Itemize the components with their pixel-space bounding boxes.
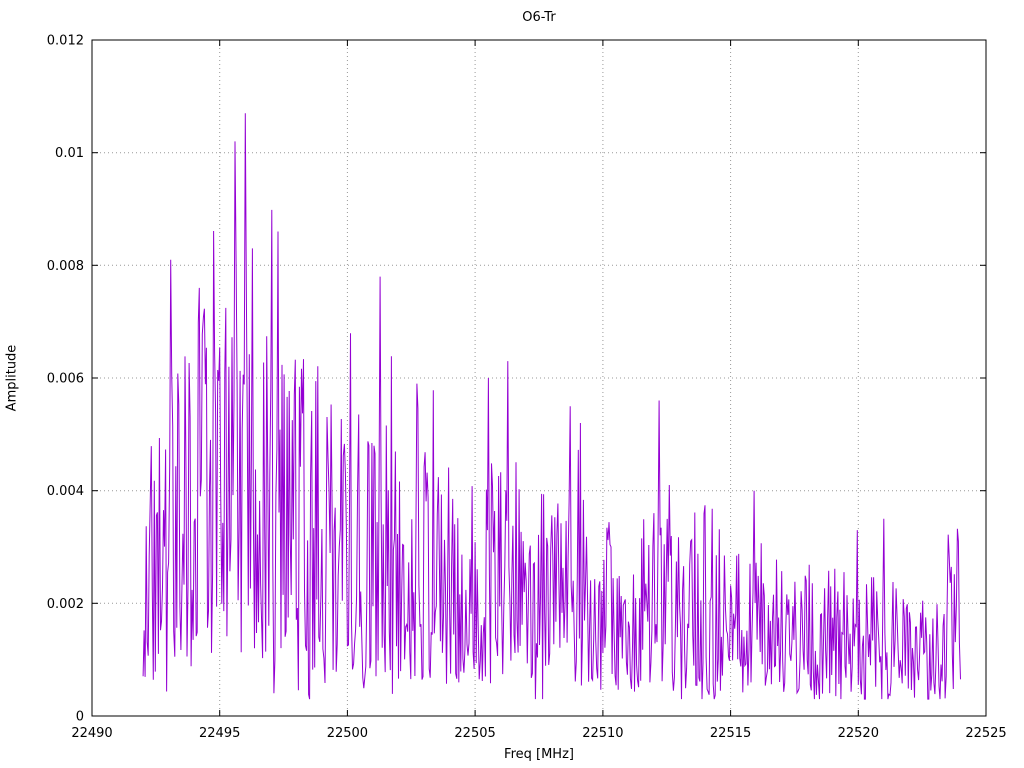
- y-tick-label: 0.012: [47, 34, 84, 49]
- y-tick-label: 0: [76, 710, 84, 725]
- x-tick-label: 22520: [838, 726, 879, 741]
- tick-marks: [91, 39, 987, 717]
- x-tick-label: 22525: [965, 726, 1006, 741]
- x-tick-label: 22515: [710, 726, 751, 741]
- y-tick-label: 0.006: [47, 372, 84, 387]
- y-axis-label: Amplitude: [4, 344, 20, 412]
- x-tick-label: 22490: [71, 726, 112, 741]
- chart-title: O6-Tr: [522, 10, 556, 25]
- x-tick-label: 22505: [454, 726, 495, 741]
- x-tick-label: 22510: [582, 726, 623, 741]
- series-line: [142, 113, 961, 700]
- x-tick-label: 22495: [199, 726, 240, 741]
- y-tick-label: 0.002: [47, 597, 84, 612]
- y-tick-label: 0.004: [47, 484, 84, 499]
- x-axis-label: Freq [MHz]: [504, 747, 574, 762]
- y-tick-label: 0.01: [55, 146, 84, 161]
- x-tick-label: 22500: [327, 726, 368, 741]
- tick-labels: 22490 22495 22500 22505 22510 22515 22520 22525…: [47, 34, 1007, 742]
- y-tick-label: 0.008: [47, 259, 84, 274]
